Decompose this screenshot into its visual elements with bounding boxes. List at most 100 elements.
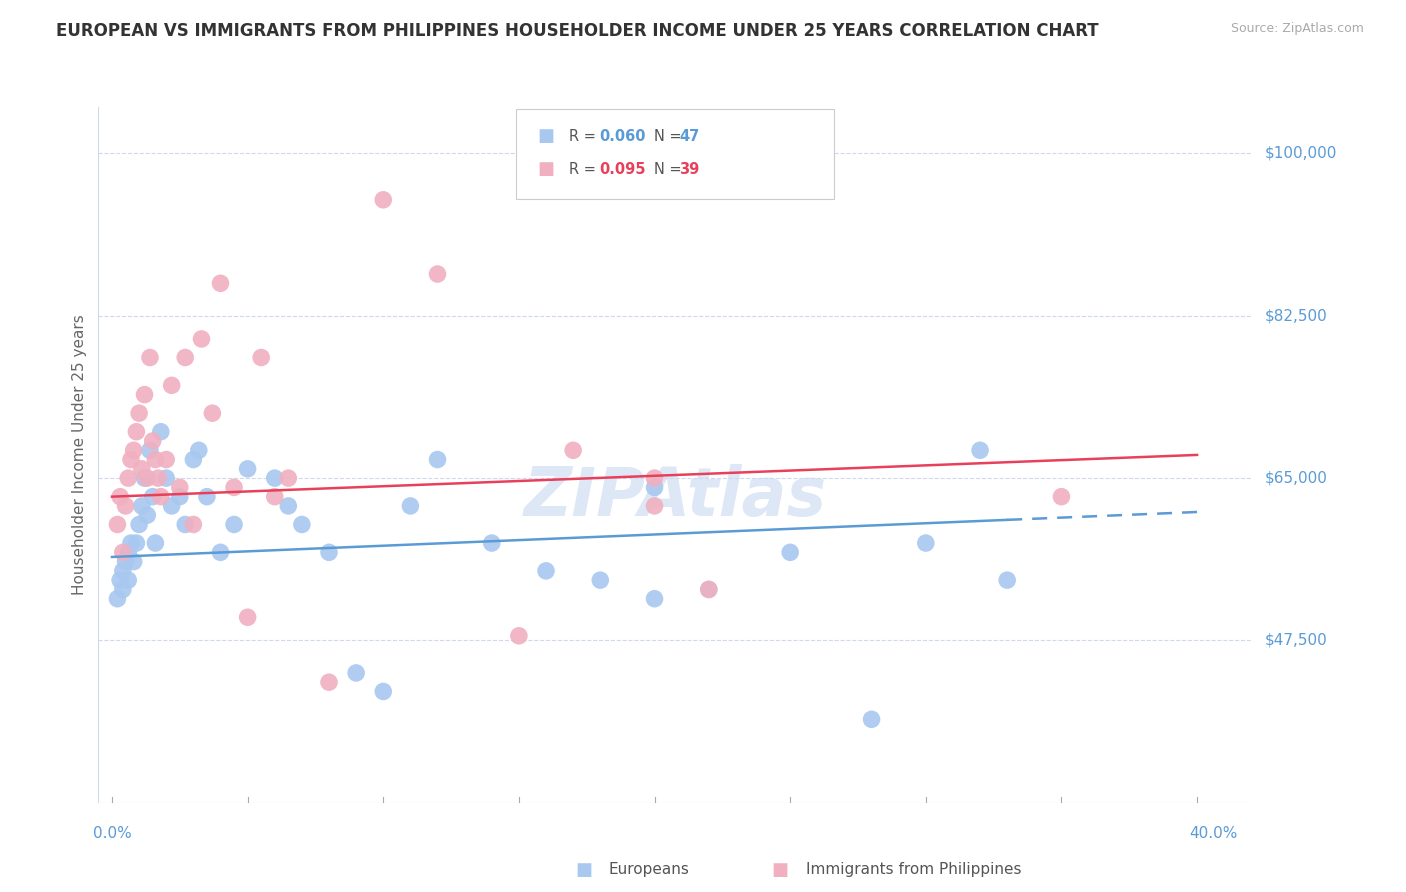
Point [236, 610, 259, 624]
Text: Source: ZipAtlas.com: Source: ZipAtlas.com [1230, 22, 1364, 36]
Text: 39: 39 [679, 162, 699, 177]
Point [142, 434, 165, 448]
Point [183, 452, 205, 467]
Text: $65,000: $65,000 [1265, 471, 1327, 485]
Point [209, 545, 232, 559]
Point [120, 452, 142, 467]
Y-axis label: Householder Income Under 25 years: Householder Income Under 25 years [72, 315, 87, 595]
Point [344, 665, 367, 680]
Point [187, 443, 209, 458]
Point [131, 499, 153, 513]
Point [779, 545, 801, 559]
Point [114, 499, 136, 513]
Text: 0.060: 0.060 [599, 129, 645, 144]
Point [209, 277, 232, 291]
Point [128, 517, 150, 532]
Point [108, 573, 131, 587]
Point [1050, 490, 1073, 504]
Point [114, 555, 136, 569]
Text: R =: R = [569, 129, 600, 144]
Point [136, 471, 159, 485]
Point [174, 517, 197, 532]
Point [562, 443, 585, 458]
Text: ■: ■ [772, 861, 789, 879]
Point [169, 480, 191, 494]
Point [155, 452, 177, 467]
Point [399, 499, 422, 513]
Point [117, 545, 139, 559]
Text: ■: ■ [537, 161, 554, 178]
Point [644, 591, 666, 606]
Text: 0.095: 0.095 [599, 162, 645, 177]
Text: ■: ■ [575, 861, 592, 879]
Point [149, 490, 172, 504]
Point [697, 582, 720, 597]
Text: R =: R = [569, 162, 600, 177]
Point [120, 536, 142, 550]
Point [914, 536, 936, 550]
Point [263, 471, 285, 485]
Point [107, 591, 129, 606]
Text: 40.0%: 40.0% [1189, 826, 1237, 841]
Point [125, 425, 148, 439]
Text: 0.0%: 0.0% [93, 826, 131, 841]
Point [117, 573, 139, 587]
Point [222, 517, 245, 532]
Point [481, 536, 503, 550]
Point [128, 406, 150, 420]
Point [644, 480, 666, 494]
Text: $47,500: $47,500 [1265, 633, 1327, 648]
Point [263, 490, 285, 504]
Text: $82,500: $82,500 [1265, 309, 1327, 323]
Point [107, 517, 129, 532]
Point [589, 573, 612, 587]
Point [117, 471, 139, 485]
Point [236, 462, 259, 476]
Point [111, 545, 134, 559]
Point [108, 490, 131, 504]
Point [508, 629, 530, 643]
Point [190, 332, 212, 346]
Text: ZIPAtlas: ZIPAtlas [523, 464, 827, 530]
Point [697, 582, 720, 597]
Point [134, 387, 156, 401]
Point [149, 425, 172, 439]
Point [155, 471, 177, 485]
Point [169, 490, 191, 504]
Point [142, 490, 165, 504]
Point [644, 471, 666, 485]
Point [145, 536, 167, 550]
Point [136, 508, 159, 523]
Text: Europeans: Europeans [609, 863, 690, 877]
Text: Immigrants from Philippines: Immigrants from Philippines [806, 863, 1021, 877]
Text: N =: N = [654, 129, 686, 144]
Point [111, 564, 134, 578]
Point [222, 480, 245, 494]
Text: N =: N = [654, 162, 686, 177]
Point [195, 490, 218, 504]
Point [139, 443, 162, 458]
Point [111, 582, 134, 597]
Point [146, 471, 169, 485]
Point [277, 471, 299, 485]
Point [318, 675, 340, 690]
Point [160, 499, 183, 513]
Point [426, 452, 449, 467]
Point [644, 499, 666, 513]
Point [373, 684, 395, 698]
Point [250, 351, 273, 365]
Point [139, 351, 162, 365]
Point [969, 443, 991, 458]
Point [995, 573, 1018, 587]
Text: EUROPEAN VS IMMIGRANTS FROM PHILIPPINES HOUSEHOLDER INCOME UNDER 25 YEARS CORREL: EUROPEAN VS IMMIGRANTS FROM PHILIPPINES … [56, 22, 1099, 40]
Point [131, 462, 153, 476]
Text: $100,000: $100,000 [1265, 146, 1337, 161]
Text: 47: 47 [679, 129, 699, 144]
Point [426, 267, 449, 281]
Point [145, 452, 167, 467]
Point [291, 517, 314, 532]
Point [134, 471, 156, 485]
Point [183, 517, 205, 532]
Point [160, 378, 183, 392]
Point [318, 545, 340, 559]
